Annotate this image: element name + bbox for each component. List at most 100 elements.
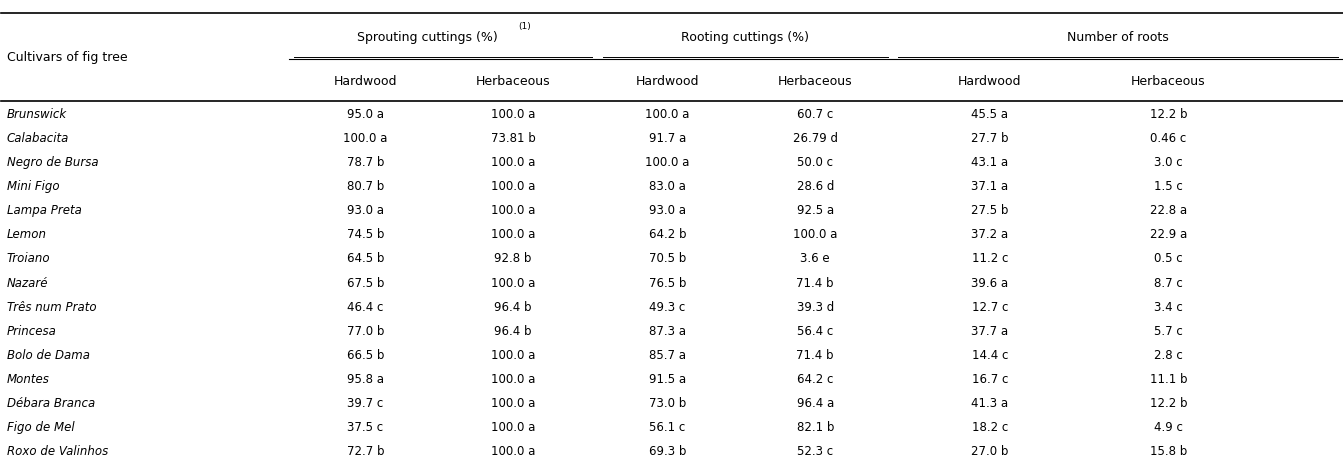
Text: 82.1 b: 82.1 b (796, 420, 834, 433)
Text: 3.6 e: 3.6 e (800, 252, 830, 265)
Text: 37.2 a: 37.2 a (971, 228, 1009, 241)
Text: 93.0 a: 93.0 a (346, 204, 384, 217)
Text: 93.0 a: 93.0 a (649, 204, 686, 217)
Text: 73.0 b: 73.0 b (649, 396, 686, 409)
Text: 96.4 a: 96.4 a (796, 396, 834, 409)
Text: 100.0 a: 100.0 a (490, 156, 536, 169)
Text: 100.0 a: 100.0 a (490, 396, 536, 409)
Text: Herbaceous: Herbaceous (778, 75, 853, 88)
Text: 12.2 b: 12.2 b (1150, 107, 1187, 120)
Text: 85.7 a: 85.7 a (649, 348, 686, 361)
Text: 100.0 a: 100.0 a (490, 107, 536, 120)
Text: Rooting cuttings (%): Rooting cuttings (%) (681, 31, 810, 44)
Text: 45.5 a: 45.5 a (971, 107, 1009, 120)
Text: 27.7 b: 27.7 b (971, 131, 1009, 144)
Text: 37.5 c: 37.5 c (348, 420, 383, 433)
Text: 16.7 c: 16.7 c (971, 372, 1009, 385)
Text: 71.4 b: 71.4 b (796, 348, 834, 361)
Text: Mini Figo: Mini Figo (7, 180, 59, 193)
Text: 18.2 c: 18.2 c (972, 420, 1007, 433)
Text: 56.1 c: 56.1 c (650, 420, 685, 433)
Text: 64.2 c: 64.2 c (796, 372, 834, 385)
Text: 39.7 c: 39.7 c (348, 396, 383, 409)
Text: 100.0 a: 100.0 a (490, 420, 536, 433)
Text: 91.7 a: 91.7 a (649, 131, 686, 144)
Text: 12.7 c: 12.7 c (971, 300, 1009, 313)
Text: 8.7 c: 8.7 c (1154, 276, 1183, 289)
Text: 0.46 c: 0.46 c (1151, 131, 1186, 144)
Text: 14.4 c: 14.4 c (971, 348, 1009, 361)
Text: 100.0 a: 100.0 a (645, 156, 690, 169)
Text: 100.0 a: 100.0 a (490, 348, 536, 361)
Text: Nazaré: Nazaré (7, 276, 48, 289)
Text: 3.0 c: 3.0 c (1154, 156, 1183, 169)
Text: 91.5 a: 91.5 a (649, 372, 686, 385)
Text: 76.5 b: 76.5 b (649, 276, 686, 289)
Text: 22.8 a: 22.8 a (1150, 204, 1187, 217)
Text: Herbaceous: Herbaceous (1131, 75, 1206, 88)
Text: 37.1 a: 37.1 a (971, 180, 1009, 193)
Text: 22.9 a: 22.9 a (1150, 228, 1187, 241)
Text: 5.7 c: 5.7 c (1154, 324, 1183, 337)
Text: 52.3 c: 52.3 c (798, 444, 833, 457)
Text: Montes: Montes (7, 372, 50, 385)
Text: Cultivars of fig tree: Cultivars of fig tree (7, 51, 128, 64)
Text: 95.8 a: 95.8 a (346, 372, 384, 385)
Text: 27.0 b: 27.0 b (971, 444, 1009, 457)
Text: 69.3 b: 69.3 b (649, 444, 686, 457)
Text: 2.8 c: 2.8 c (1154, 348, 1183, 361)
Text: 92.5 a: 92.5 a (796, 204, 834, 217)
Text: 96.4 b: 96.4 b (494, 324, 532, 337)
Text: 64.5 b: 64.5 b (346, 252, 384, 265)
Text: Roxo de Valinhos: Roxo de Valinhos (7, 444, 107, 457)
Text: Troiano: Troiano (7, 252, 50, 265)
Text: 50.0 c: 50.0 c (798, 156, 833, 169)
Text: 100.0 a: 100.0 a (490, 228, 536, 241)
Text: 11.2 c: 11.2 c (971, 252, 1009, 265)
Text: Lampa Preta: Lampa Preta (7, 204, 82, 217)
Text: 100.0 a: 100.0 a (342, 131, 388, 144)
Text: 0.5 c: 0.5 c (1154, 252, 1183, 265)
Text: 26.79 d: 26.79 d (792, 131, 838, 144)
Text: 15.8 b: 15.8 b (1150, 444, 1187, 457)
Text: 83.0 a: 83.0 a (649, 180, 686, 193)
Text: Herbaceous: Herbaceous (475, 75, 551, 88)
Text: 43.1 a: 43.1 a (971, 156, 1009, 169)
Text: 100.0 a: 100.0 a (490, 276, 536, 289)
Text: 64.2 b: 64.2 b (649, 228, 686, 241)
Text: 1.5 c: 1.5 c (1154, 180, 1183, 193)
Text: Brunswick: Brunswick (7, 107, 67, 120)
Text: Hardwood: Hardwood (333, 75, 398, 88)
Text: 56.4 c: 56.4 c (798, 324, 833, 337)
Text: 37.7 a: 37.7 a (971, 324, 1009, 337)
Text: 41.3 a: 41.3 a (971, 396, 1009, 409)
Text: Lemon: Lemon (7, 228, 47, 241)
Text: 28.6 d: 28.6 d (796, 180, 834, 193)
Text: 66.5 b: 66.5 b (346, 348, 384, 361)
Text: 100.0 a: 100.0 a (490, 204, 536, 217)
Text: 100.0 a: 100.0 a (490, 180, 536, 193)
Text: 96.4 b: 96.4 b (494, 300, 532, 313)
Text: 3.4 c: 3.4 c (1154, 300, 1183, 313)
Text: 49.3 c: 49.3 c (650, 300, 685, 313)
Text: 12.2 b: 12.2 b (1150, 396, 1187, 409)
Text: 100.0 a: 100.0 a (792, 228, 838, 241)
Text: Bolo de Dama: Bolo de Dama (7, 348, 90, 361)
Text: 87.3 a: 87.3 a (649, 324, 686, 337)
Text: 39.3 d: 39.3 d (796, 300, 834, 313)
Text: Sprouting cuttings (%): Sprouting cuttings (%) (357, 31, 497, 44)
Text: 100.0 a: 100.0 a (490, 372, 536, 385)
Text: 67.5 b: 67.5 b (346, 276, 384, 289)
Text: Débara Branca: Débara Branca (7, 396, 95, 409)
Text: Number of roots: Number of roots (1068, 31, 1168, 44)
Text: Negro de Bursa: Negro de Bursa (7, 156, 98, 169)
Text: 27.5 b: 27.5 b (971, 204, 1009, 217)
Text: 11.1 b: 11.1 b (1150, 372, 1187, 385)
Text: 74.5 b: 74.5 b (346, 228, 384, 241)
Text: 78.7 b: 78.7 b (346, 156, 384, 169)
Text: 100.0 a: 100.0 a (490, 444, 536, 457)
Text: 39.6 a: 39.6 a (971, 276, 1009, 289)
Text: Três num Prato: Três num Prato (7, 300, 97, 313)
Text: 73.81 b: 73.81 b (490, 131, 536, 144)
Text: Hardwood: Hardwood (635, 75, 700, 88)
